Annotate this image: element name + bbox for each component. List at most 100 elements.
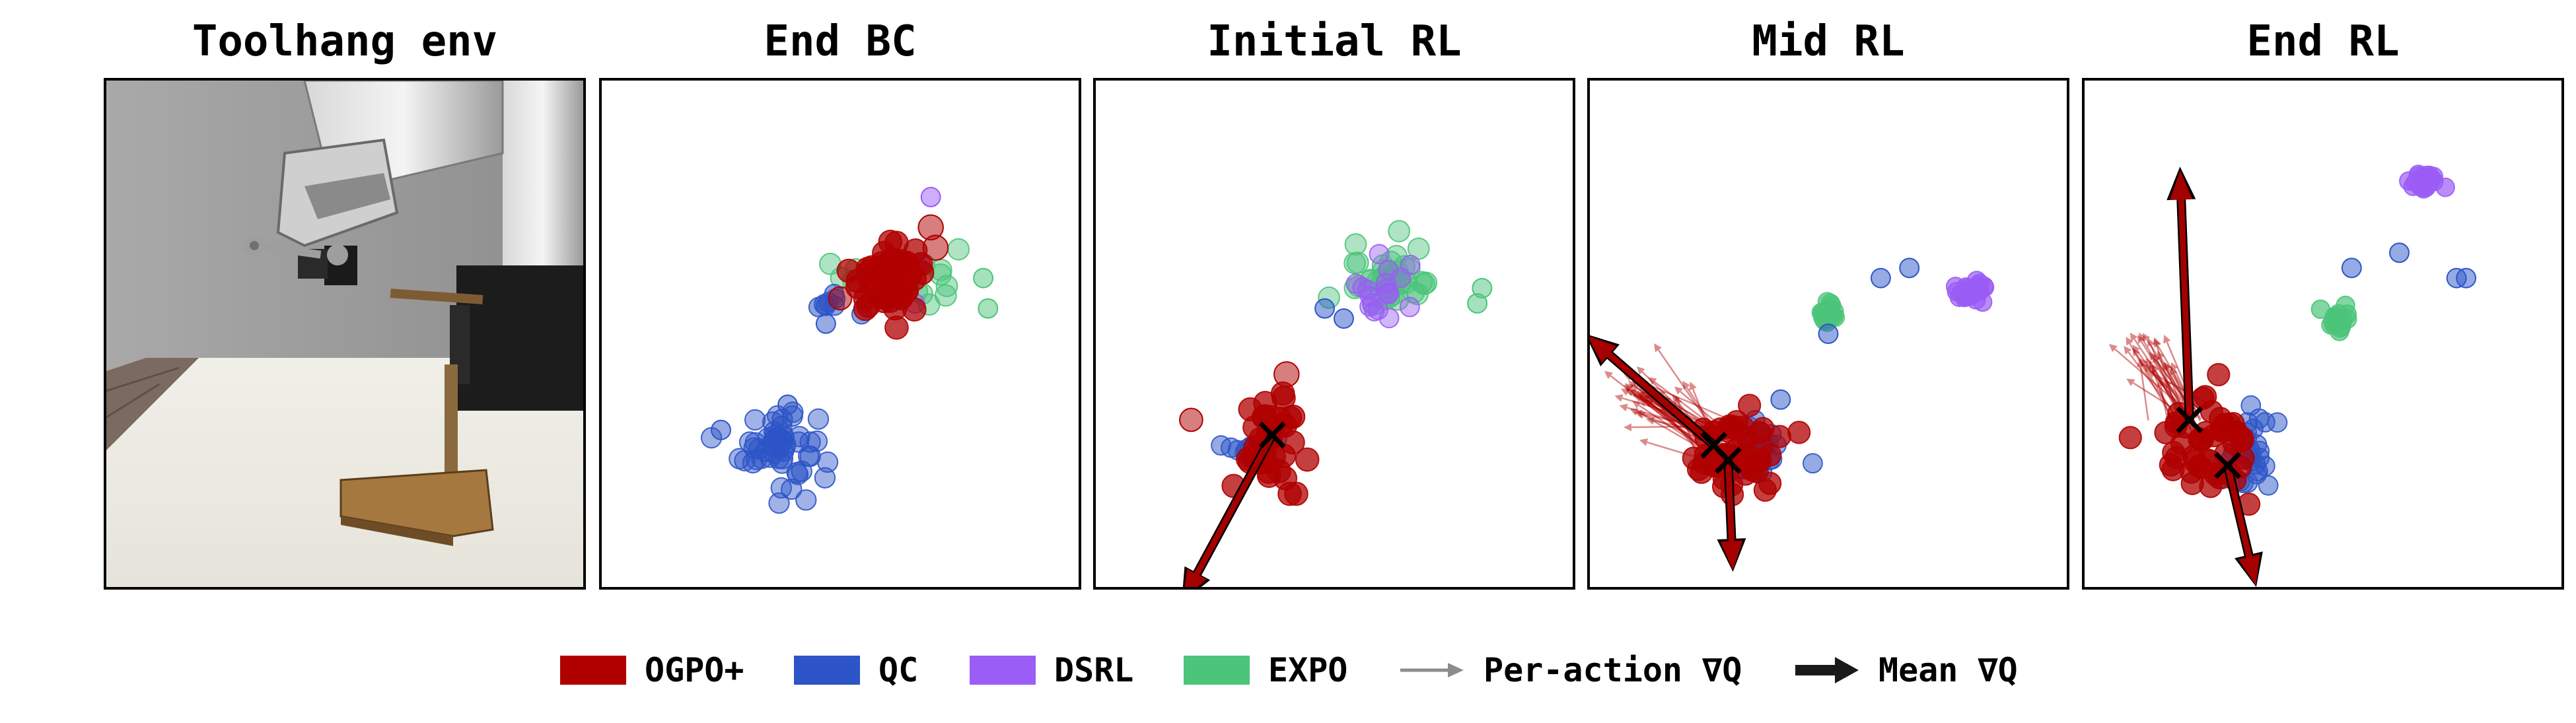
point-dsrl bbox=[1390, 267, 1412, 288]
mean-gradient-group bbox=[1717, 460, 1746, 572]
point-expo bbox=[1398, 258, 1421, 281]
panel-title-end-rl: End RL bbox=[2246, 17, 2400, 66]
point-ogpo-plus bbox=[1277, 481, 1302, 506]
legend-swatch-expo bbox=[1184, 656, 1250, 685]
thin-arrow-icon bbox=[1400, 663, 1464, 677]
point-ogpo-plus bbox=[869, 251, 894, 275]
point-qc bbox=[806, 430, 828, 452]
point-ogpo-plus bbox=[836, 258, 861, 283]
point-dsrl bbox=[1359, 286, 1380, 307]
point-qc bbox=[1770, 389, 1791, 410]
thick-arrow-icon bbox=[1795, 657, 1859, 683]
point-qc bbox=[1802, 453, 1823, 474]
toolhang-scene-illustration bbox=[106, 81, 583, 587]
per-action-gradient-arrow bbox=[1637, 391, 1707, 452]
point-dsrl bbox=[1399, 296, 1420, 318]
point-dsrl bbox=[1359, 296, 1380, 317]
point-qc bbox=[777, 394, 799, 415]
legend-label-dsrl: DSRL bbox=[1054, 651, 1134, 689]
point-qc bbox=[2456, 267, 2477, 289]
point-ogpo-plus bbox=[1748, 421, 1771, 445]
point-expo bbox=[1388, 220, 1411, 242]
panel-title-mid-rl: Mid RL bbox=[1752, 17, 1905, 66]
point-ogpo-plus bbox=[884, 315, 909, 340]
per-action-gradient-arrow bbox=[2143, 364, 2190, 409]
legend-swatch-dsrl bbox=[970, 656, 1036, 685]
point-ogpo-plus bbox=[894, 278, 919, 303]
panel-title-end-bc: End BC bbox=[764, 17, 917, 66]
point-qc bbox=[795, 489, 817, 511]
point-ogpo-plus bbox=[1295, 447, 1320, 472]
point-qc bbox=[799, 431, 821, 453]
point-qc bbox=[807, 408, 830, 430]
point-expo bbox=[935, 275, 958, 297]
legend-item-dsrl: DSRL bbox=[970, 644, 1133, 697]
point-ogpo-plus bbox=[1256, 464, 1281, 488]
point-qc bbox=[1314, 298, 1335, 319]
mean-gradient-arrow bbox=[1720, 460, 1743, 570]
chart-panel-end-bc bbox=[599, 78, 1081, 590]
mean-gradient-arrow bbox=[2170, 170, 2193, 421]
point-qc bbox=[2248, 408, 2270, 429]
mean-gradient-group bbox=[2223, 464, 2263, 587]
point-qc bbox=[1818, 324, 1839, 344]
per-action-gradient-arrow bbox=[2157, 378, 2168, 420]
mean-gradient-arrow bbox=[1590, 336, 1716, 448]
point-dsrl bbox=[1964, 280, 1984, 300]
legend-item-qc: QC bbox=[794, 644, 918, 697]
point-qc bbox=[1211, 435, 1232, 456]
legend-label-qc: QC bbox=[878, 651, 919, 689]
chart-panel-initial-rl bbox=[1093, 78, 1575, 590]
point-qc bbox=[815, 313, 836, 334]
scatter-plot-end-bc bbox=[700, 186, 999, 514]
point-qc bbox=[742, 452, 764, 474]
legend-swatch-qc bbox=[794, 656, 860, 685]
point-qc bbox=[1334, 308, 1354, 329]
mean-marker-x bbox=[2176, 406, 2203, 434]
point-ogpo-plus bbox=[1753, 478, 1777, 502]
point-qc bbox=[774, 436, 796, 458]
point-qc bbox=[2389, 242, 2410, 263]
point-qc bbox=[814, 467, 836, 489]
point-ogpo-plus bbox=[2118, 426, 2142, 450]
mean-gradient-group bbox=[1590, 335, 1717, 449]
point-expo bbox=[1467, 293, 1488, 314]
point-expo bbox=[1413, 273, 1436, 296]
legend-label-expo: EXPO bbox=[1268, 651, 1348, 689]
point-ogpo-plus bbox=[1787, 421, 1811, 444]
point-dsrl bbox=[1345, 273, 1367, 294]
point-ogpo-plus bbox=[2187, 454, 2211, 478]
mean-marker-x bbox=[2214, 452, 2242, 479]
point-qc bbox=[729, 448, 750, 469]
point-ogpo-plus bbox=[910, 260, 935, 285]
point-ogpo-plus bbox=[2189, 427, 2213, 451]
point-expo bbox=[1344, 233, 1367, 256]
mean-marker-x bbox=[1258, 421, 1286, 449]
point-dsrl bbox=[2411, 177, 2431, 197]
point-qc bbox=[787, 464, 809, 485]
mean-gradient-arrow bbox=[2225, 464, 2260, 586]
env-render-panel bbox=[104, 78, 586, 590]
point-ogpo-plus bbox=[2159, 453, 2182, 477]
point-expo bbox=[1343, 252, 1367, 275]
chart-panel-mid-rl bbox=[1587, 78, 2069, 590]
legend-item-expo: EXPO bbox=[1184, 644, 1347, 697]
per-action-gradient-arrow bbox=[1604, 370, 1698, 444]
point-ogpo-plus bbox=[922, 234, 949, 261]
point-ogpo-plus bbox=[1733, 462, 1758, 486]
point-expo bbox=[947, 238, 970, 261]
point-qc bbox=[816, 451, 839, 473]
point-expo bbox=[2331, 317, 2351, 337]
point-ogpo-plus bbox=[1273, 361, 1300, 388]
point-ogpo-plus bbox=[2194, 385, 2217, 409]
mean-marker-x bbox=[1714, 446, 1742, 474]
point-ogpo-plus bbox=[2207, 362, 2231, 386]
point-qc bbox=[789, 426, 810, 448]
point-qc bbox=[745, 448, 768, 471]
point-dsrl bbox=[1377, 282, 1398, 303]
point-qc bbox=[1899, 258, 1920, 279]
chart-panel-end-rl bbox=[2082, 78, 2564, 590]
point-ogpo-plus bbox=[878, 229, 903, 254]
point-ogpo-plus bbox=[1748, 448, 1772, 473]
mean-gradient-group bbox=[2166, 166, 2196, 421]
